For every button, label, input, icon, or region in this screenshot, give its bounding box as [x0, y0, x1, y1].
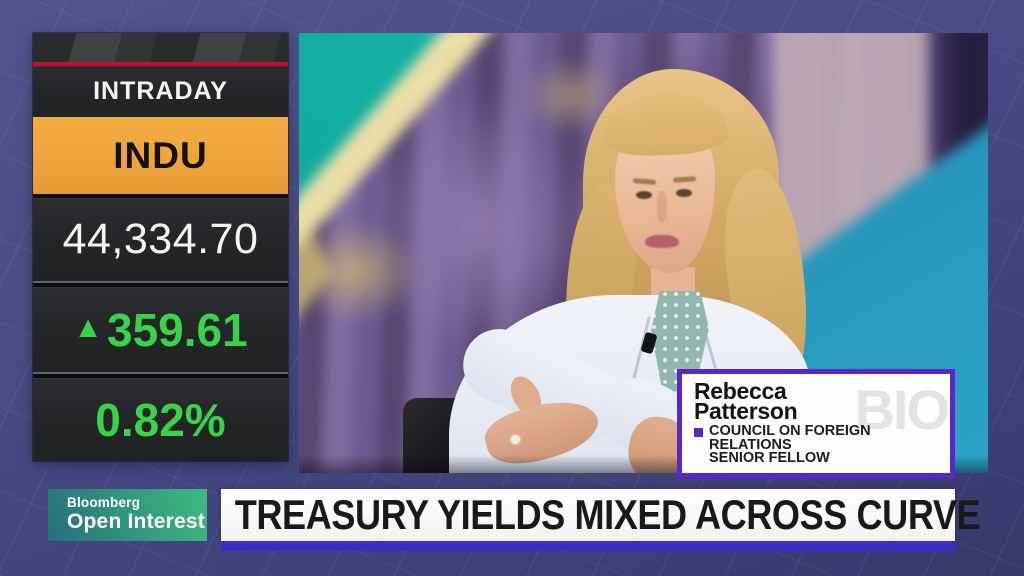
show-logo: Bloomberg Open Interest [48, 489, 207, 541]
guest-nose [657, 191, 667, 223]
guest-speaker [299, 33, 988, 473]
panel-header-stripes [33, 33, 288, 62]
intraday-label-text: INTRADAY [93, 77, 228, 105]
panel-divider [33, 372, 288, 378]
index-change: ▲ 359.61 [33, 287, 288, 372]
ticker-symbol-text: INDU [113, 134, 208, 176]
panel-divider [33, 194, 288, 198]
show-name: Open Interest [67, 510, 205, 533]
guest-eye [636, 191, 652, 199]
index-percent-value: 0.82% [95, 393, 226, 446]
guest-eyebrow [672, 176, 697, 183]
ticker-symbol: INDU [33, 117, 288, 194]
index-price-value: 44,334.70 [62, 215, 259, 263]
guest-last-name: Patterson [694, 398, 798, 424]
bio-watermark: BIO [854, 378, 950, 441]
guest-lips [645, 235, 679, 248]
intraday-label: INTRADAY [33, 66, 288, 117]
panel-divider [33, 281, 288, 287]
guest-facial-features [299, 33, 988, 473]
headline-text: TREASURY YIELDS MIXED ACROSS CURVE [234, 491, 981, 538]
index-price: 44,334.70 [33, 198, 288, 281]
index-percent-change: 0.82% [33, 378, 288, 461]
guest-first-name: Rebecca [694, 378, 787, 404]
up-arrow-icon: ▲ [73, 310, 103, 344]
network-name: Bloomberg [67, 495, 141, 510]
guest-eye [676, 189, 692, 197]
affiliation-line: RELATIONS [709, 436, 792, 453]
affiliation-line: SENIOR FELLOW [709, 450, 830, 466]
affiliation-line: COUNCIL ON FOREIGN [709, 423, 871, 439]
guest-affiliation: COUNCIL ON FOREIGN RELATIONS SENIOR FELL… [694, 423, 950, 466]
index-change-value: 359.61 [107, 303, 248, 356]
guest-eyebrow [632, 178, 657, 185]
market-data-panel: INTRADAY INDU 44,334.70 ▲ 359.61 0.82% [33, 33, 288, 461]
headline-accent-stripe [221, 541, 955, 551]
guest-ring [511, 435, 520, 444]
guest-bio-card: BIO Rebecca Patterson COUNCIL ON FOREIGN… [677, 369, 955, 478]
bullet-square-icon [694, 428, 703, 437]
headline-banner: TREASURY YIELDS MIXED ACROSS CURVE [221, 489, 981, 541]
red-accent-bar [33, 62, 288, 66]
